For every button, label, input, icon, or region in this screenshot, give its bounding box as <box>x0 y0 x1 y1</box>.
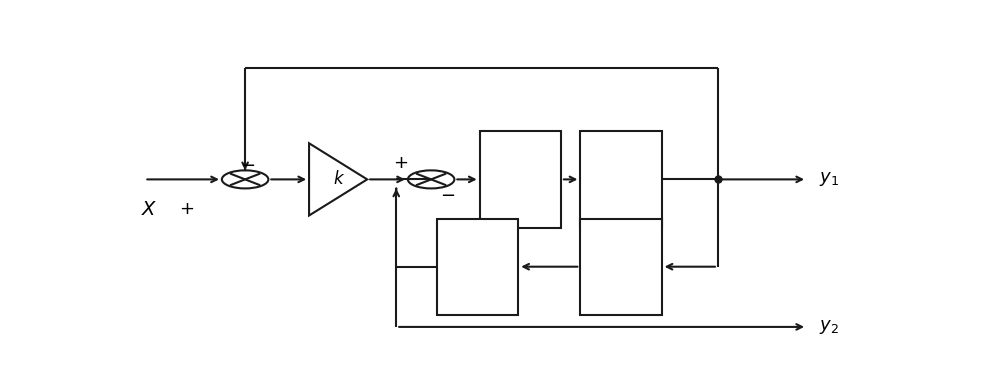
Bar <box>580 131 662 228</box>
Text: $\omega_e'$: $\omega_e'$ <box>508 155 532 179</box>
Bar <box>437 219 518 315</box>
Text: +: + <box>393 154 408 172</box>
Text: −: − <box>240 157 255 175</box>
Text: X: X <box>142 200 155 219</box>
Text: s: s <box>473 274 482 292</box>
Text: $y_1$: $y_1$ <box>819 170 839 188</box>
Text: +: + <box>180 201 194 219</box>
Bar <box>580 219 662 315</box>
Bar <box>480 131 561 228</box>
Text: $y_2$: $y_2$ <box>819 318 838 336</box>
Text: k: k <box>333 170 343 188</box>
Text: s: s <box>617 187 625 205</box>
Text: 1: 1 <box>616 154 626 172</box>
Text: 1: 1 <box>472 241 483 259</box>
Text: −: − <box>441 187 456 205</box>
Text: $\omega_e'$: $\omega_e'$ <box>609 243 633 267</box>
